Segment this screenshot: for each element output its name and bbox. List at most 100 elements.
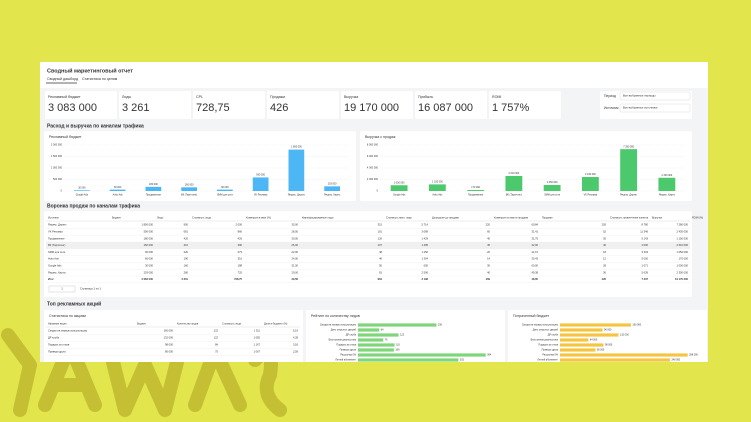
filter-placeholder: Все выбранные периоды — [623, 94, 656, 98]
x-tick-label: Avito Ads — [113, 194, 124, 197]
bar — [324, 186, 340, 191]
table-cell: 35,00 — [292, 223, 299, 227]
table-cell: 36 — [603, 270, 606, 274]
chart-title: Рекламный бюджет — [49, 135, 82, 139]
tab[interactable]: Статистика по целям — [82, 77, 118, 81]
column-header: Конверсия в квал (%) — [246, 217, 271, 220]
value-label: 60 000 — [221, 186, 229, 189]
value-label: 302 — [460, 359, 465, 362]
table-cell: Яндекс. Карты — [48, 270, 66, 274]
table-cell: 964 — [378, 277, 383, 281]
bar — [74, 190, 90, 191]
chart-title: Потраченный бюджет — [513, 314, 550, 318]
bar — [181, 187, 197, 191]
table-cell: 122 — [214, 329, 219, 333]
x-tick-label: Google Ads — [76, 194, 89, 197]
y-tick-label: Бесплатная диагностика — [531, 339, 559, 342]
value-label: 2 610 000 — [509, 172, 520, 175]
table-cell: 2 430 000 — [676, 229, 688, 233]
table-cell: 190 — [184, 257, 189, 261]
column-header: Источник — [48, 217, 60, 220]
filter-placeholder: Все выбранные источники — [623, 106, 658, 110]
table-cell: 316 — [238, 257, 243, 261]
card — [44, 211, 692, 297]
table-cell: 80 000 — [165, 350, 173, 354]
table-cell: 2 506 — [422, 270, 429, 274]
x-tick-label: ВК (Таргетинг) — [506, 194, 522, 197]
x-tick-label: SMM для сети — [217, 194, 234, 197]
value-label: 7 280 000 — [623, 145, 634, 148]
y-tick-label: День открытых дверей — [331, 329, 357, 332]
bar — [358, 323, 437, 327]
card — [415, 91, 487, 119]
table-cell: 60,00 — [532, 263, 539, 267]
column-header: Стоимость лида — [192, 217, 212, 220]
table-cell: 7 280 000 — [676, 223, 688, 227]
table-cell: 469 — [486, 277, 491, 281]
table-cell: 1 304 — [422, 257, 429, 261]
table-cell: 31,41 — [532, 229, 539, 233]
table-cell: 273 — [238, 250, 243, 254]
y-tick-label: Подарок за отзыв — [538, 344, 558, 347]
table-cell: 69,84 — [532, 223, 539, 227]
table-cell: 41,67 — [532, 250, 539, 254]
column-header: Дошедшие до продажи — [432, 217, 460, 220]
card — [45, 91, 117, 119]
column-header: Стоимость лида — [222, 323, 242, 326]
value-label: 590 000 — [256, 174, 265, 177]
value-label: 1 050 000 — [547, 181, 558, 184]
card — [119, 91, 191, 119]
y-tick-label: Летний абонемент — [537, 359, 559, 362]
kpi-value: 426 — [270, 102, 288, 114]
table-cell: 46 — [379, 257, 382, 261]
table-cell: 3 089 — [422, 229, 429, 233]
bar — [358, 358, 459, 362]
table-cell: 7 237 — [642, 277, 649, 281]
column-header: Квалифицированные лиды — [302, 217, 334, 220]
table-cell: 26,00 — [292, 243, 299, 247]
table-cell: Продвижение — [48, 236, 65, 240]
bar — [560, 333, 619, 337]
y-tick-label: 6 000 000 — [367, 155, 379, 158]
bar — [560, 343, 604, 347]
table-cell: 429 — [238, 236, 243, 240]
column-header: ROMI (%) — [692, 217, 703, 220]
table-cell: 1 071 — [642, 263, 649, 267]
pagination-box[interactable] — [48, 285, 76, 293]
column-header: Стоимость привлечения клиента — [610, 217, 649, 220]
bar — [560, 348, 596, 352]
table-cell: 3 233 — [0, 263, 1, 267]
table-cell: 205 — [602, 223, 607, 227]
column-header: Продажи — [542, 217, 553, 220]
table-cell: ДР клуба — [48, 336, 60, 340]
table-cell: Яндекс. Директ — [48, 223, 67, 227]
filter-select[interactable] — [619, 91, 691, 101]
table-cell: Скидка на первую консультацию — [48, 329, 87, 333]
bar — [358, 343, 395, 347]
y-tick-label: Рассрочка 0% — [340, 354, 357, 357]
kpi-value: 16 087 000 — [418, 102, 473, 114]
value-label: 122 — [400, 334, 405, 337]
filter-select[interactable] — [619, 103, 691, 113]
column-header: Лиды — [157, 217, 163, 220]
value-label: 64 000 — [590, 339, 598, 342]
table-cell: 30,00 — [292, 236, 299, 240]
tab[interactable]: Сводный дашборд — [47, 77, 79, 81]
bar — [428, 184, 446, 191]
table-cell: 60 000 — [145, 257, 153, 261]
x-tick-label: VK Реклама — [254, 194, 268, 197]
y-tick-label: Скидка на первую консультацию — [522, 324, 558, 327]
table-cell: 900 — [184, 223, 189, 227]
table-cell: 315 — [378, 223, 383, 227]
kpi-label: Продажи — [270, 95, 285, 99]
table-cell: ВК (Таргетинг) — [48, 243, 65, 247]
y-tick-label: Приведи друга — [542, 349, 559, 352]
column-header: Бюджет — [137, 323, 147, 326]
value-label: 132 000 — [620, 334, 629, 337]
table-cell: Подарок за отзыв — [48, 343, 70, 347]
kpi-label: Прибыль — [418, 95, 433, 99]
bar — [658, 177, 676, 191]
table-cell: 30 000 — [145, 263, 153, 267]
y-tick-label: День открытых дверей — [533, 329, 559, 332]
